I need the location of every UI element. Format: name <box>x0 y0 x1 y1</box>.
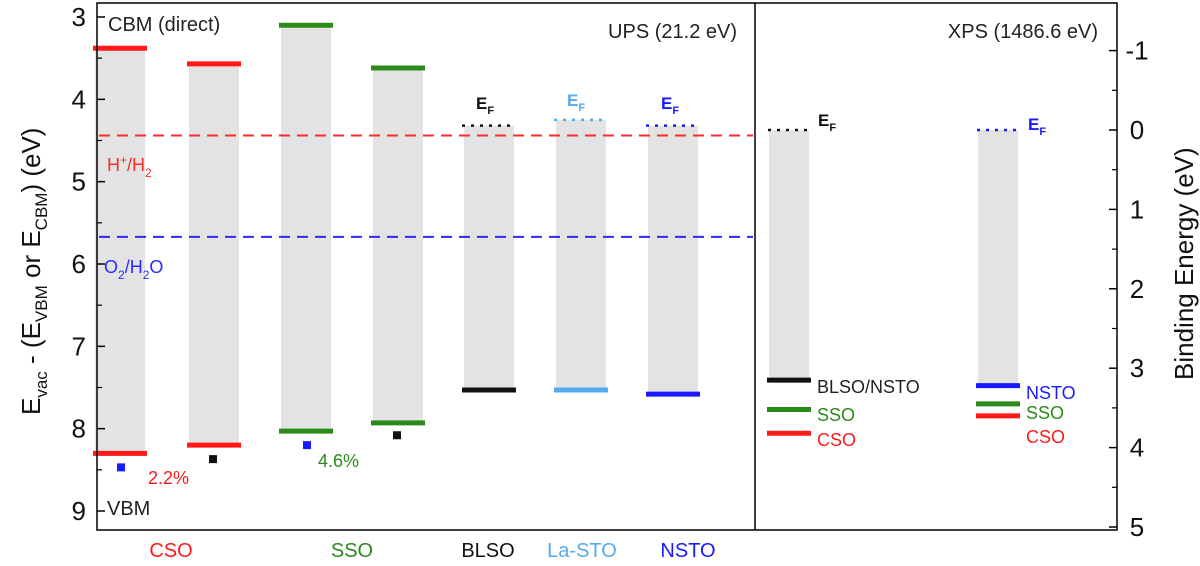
bottom-label-lasto: La-STO <box>547 540 617 562</box>
bars-layer <box>95 25 1018 454</box>
bottom-label-blso: BLSO <box>461 540 514 562</box>
left-tick-label-5: 8 <box>72 414 86 444</box>
bar-blso <box>464 125 514 390</box>
left-tick-label-1: 4 <box>72 84 86 114</box>
h-redox-label: H+/H2 <box>107 153 152 180</box>
ups-panel-title: UPS (21.2 eV) <box>608 21 737 43</box>
right-tick-label-5: 4 <box>1130 433 1144 463</box>
levels-layer <box>93 22 1020 472</box>
xps-panel-title: XPS (1486.6 eV) <box>948 21 1098 43</box>
right-tick-label-1: 0 <box>1130 115 1144 145</box>
xps-label-sso-2: SSO <box>1026 403 1064 423</box>
bar-la-sto <box>556 119 606 390</box>
ticks-layer: 3 4 5 6 7 8 9 -1 0 1 2 3 4 5 <box>72 2 1149 542</box>
right-axis-label: Binding Energy (eV) <box>1169 147 1199 380</box>
xps-label-nsto: NSTO <box>1026 383 1076 403</box>
xps-label-blso-nsto: BLSO/NSTO <box>817 377 920 397</box>
left-axis-label: Evac - (EVBM or ECBM) (eV) <box>16 128 51 415</box>
plot-frame <box>96 2 1118 531</box>
right-tick-label-6: 5 <box>1130 512 1144 542</box>
vbm-annotation: VBM <box>107 498 150 520</box>
bar-sso-1 <box>373 68 423 423</box>
o-redox-label: O2/H2O <box>104 257 163 282</box>
marker-2 <box>303 441 311 450</box>
ef-label-xps-1: EF <box>818 111 836 134</box>
ef-label-lasto: EF <box>567 91 585 114</box>
right-tick-label-2: 1 <box>1130 194 1144 224</box>
xps-label-cso-2: CSO <box>1026 427 1065 447</box>
bottom-label-cso: CSO <box>149 540 192 562</box>
marker-1 <box>209 455 217 464</box>
bottom-label-nsto: NSTO <box>660 540 715 562</box>
ef-label-xps-2: EF <box>1028 115 1046 138</box>
bar-cso-1 <box>189 63 239 446</box>
left-tick-label-6: 9 <box>72 496 86 526</box>
bar-sso-0 <box>281 25 331 432</box>
right-tick-label-3: 2 <box>1130 274 1144 304</box>
ef-label-blso: EF <box>476 94 494 117</box>
marker-3 <box>393 431 401 440</box>
right-tick-label-4: 3 <box>1130 353 1144 383</box>
left-tick-label-0: 3 <box>72 2 86 32</box>
left-tick-label-2: 5 <box>72 167 86 197</box>
bottom-label-sso: SSO <box>331 540 373 562</box>
cbm-annotation: CBM (direct) <box>108 14 220 36</box>
xps-label-sso-1: SSO <box>817 405 855 425</box>
bar-cso-0 <box>95 48 145 454</box>
marker-0 <box>117 463 125 472</box>
xps-bar-1 <box>978 130 1018 386</box>
right-tick-label-0: -1 <box>1125 36 1148 66</box>
left-tick-label-3: 6 <box>72 249 86 279</box>
left-tick-label-4: 7 <box>72 331 86 361</box>
ef-label-nsto: EF <box>661 94 679 117</box>
bar-nsto <box>648 125 698 395</box>
xps-bar-0 <box>769 130 809 381</box>
cso-percent-label: 2.2% <box>148 468 189 488</box>
sso-percent-label: 4.6% <box>318 451 359 471</box>
xps-label-cso-1: CSO <box>817 430 856 450</box>
